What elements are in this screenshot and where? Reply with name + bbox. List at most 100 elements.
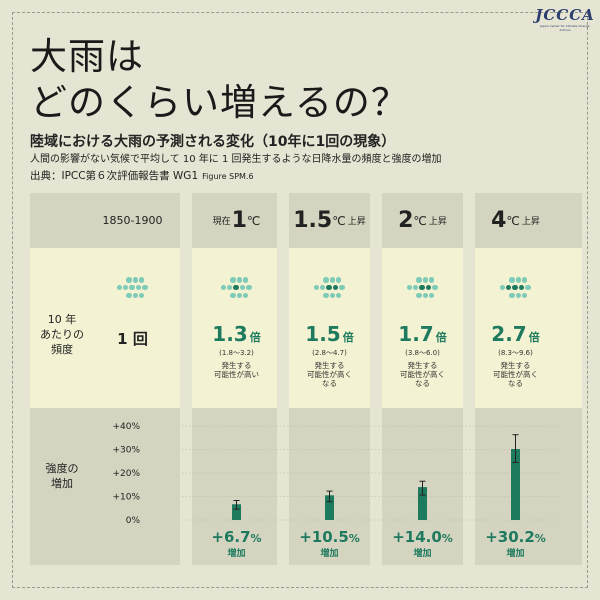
rain-dot [138, 292, 145, 299]
frequency-label-line: あたりの [40, 328, 84, 341]
frequency-range: (8.3〜9.6) [498, 349, 533, 357]
header-unit: ℃ [506, 213, 520, 228]
intensity-band [30, 408, 582, 565]
rain-dot [313, 284, 319, 291]
rain-dot [432, 284, 438, 291]
page-frame [12, 12, 588, 588]
header-temperature: 4 [491, 208, 507, 233]
intensity-unit: % [348, 532, 360, 545]
intensity-label-line: 増加 [51, 477, 73, 490]
likelihood-note-line: 可能性が高く [493, 370, 538, 379]
rain-dots-icon [499, 277, 532, 307]
likelihood-note: 発生する 可能性が高い [196, 361, 277, 379]
jccca-logo: JCCCA Japan Center for Climate Change Ac… [535, 6, 595, 32]
rain-dot [515, 292, 521, 299]
rain-dot [428, 277, 435, 283]
intensity-value: +10.5 [299, 528, 349, 546]
header-suffix: 上昇 [347, 217, 366, 227]
frequency-multiplier: 1.5 倍 [289, 322, 370, 346]
rain-dot [335, 277, 342, 283]
likelihood-note-line: なる [415, 379, 430, 388]
page-title: 大雨は どのくらい増えるの？ [30, 34, 409, 126]
y-tick-label: 0% [126, 516, 141, 526]
header-band [30, 193, 582, 248]
frequency-multiplier: 1.7 倍 [382, 322, 463, 346]
rain-dot [339, 284, 345, 291]
likelihood-note-line: 発生する [407, 361, 438, 370]
rain-dot [335, 292, 342, 299]
rain-dot [416, 277, 422, 283]
rain-dot [239, 284, 246, 291]
rain-dot [135, 284, 142, 291]
rain-dot [422, 277, 428, 283]
rain-dot [509, 292, 515, 299]
rain-dot [142, 284, 148, 291]
column-header: 1.5 ℃ 上昇 [289, 193, 370, 248]
rain-dot [419, 284, 425, 291]
likelihood-note-line: なる [322, 379, 337, 388]
frequency-unit: 倍 [249, 331, 261, 344]
subtitle: 陸域における大雨の予測される変化（10年に1回の現象） [30, 134, 396, 150]
likelihood-note-line: 発生する [314, 361, 345, 370]
source-figure: Figure SPM.6 [202, 172, 254, 181]
header-temperature: 1.5 [293, 208, 333, 233]
header-suffix: 上昇 [521, 217, 540, 227]
rain-dot [425, 284, 432, 291]
rain-dot [332, 284, 339, 291]
frequency-label-line: 10 年 [47, 313, 77, 326]
intensity-value: +6.7 [211, 528, 251, 546]
likelihood-note-line: 発生する [500, 361, 531, 370]
rain-dots-icon [220, 277, 253, 307]
intensity-percent: +30.2% [469, 527, 562, 546]
frequency-value: 1.3 [212, 322, 248, 346]
frequency-unit: 倍 [528, 331, 540, 344]
rain-dot [230, 277, 236, 283]
rain-dot [236, 277, 242, 283]
intensity-bar [511, 449, 520, 520]
intensity-unit: % [534, 532, 546, 545]
header-temperature: 2 [398, 208, 414, 233]
rain-dot [242, 292, 249, 299]
rain-dot [323, 277, 329, 283]
header-unit: ℃ [413, 213, 427, 228]
header-temperature: 1 [231, 208, 247, 233]
rain-dot [233, 284, 239, 291]
intensity-bar [418, 487, 427, 520]
rain-dot [509, 277, 515, 283]
rain-dot [518, 284, 525, 291]
column-header: 2 ℃ 上昇 [382, 193, 463, 248]
frequency-value: 1.5 [305, 322, 341, 346]
frequency-range: (3.8〜6.0) [405, 349, 440, 357]
source-text: 出典：IPCC第６次評価報告書 WG1 [30, 170, 199, 182]
column-header: 4 ℃ 上昇 [475, 193, 556, 248]
rain-dot [242, 277, 249, 283]
y-tick-label: +40% [112, 422, 140, 432]
rain-dot [515, 277, 521, 283]
frequency-unit: 倍 [342, 331, 354, 344]
frequency-value: 1.7 [398, 322, 434, 346]
rain-dot [220, 284, 226, 291]
logo-subtext: Japan Center for Climate Change Actions [540, 24, 590, 32]
intensity-percent: +14.0% [376, 527, 469, 546]
rain-dot [246, 284, 252, 291]
column-header: 現在 1 ℃ [196, 193, 277, 248]
rain-dot [226, 284, 233, 291]
header-unit: ℃ [332, 213, 346, 228]
likelihood-note-line: 可能性が高く [307, 370, 352, 379]
source-line: 出典：IPCC第６次評価報告書 WG1 Figure SPM.6 [30, 168, 254, 183]
y-tick-label: +30% [112, 446, 140, 456]
rain-dots-icon [116, 277, 149, 307]
title-line-2: どのくらい増えるの？ [30, 81, 409, 124]
frequency-base-value: 1 回 [117, 330, 148, 348]
intensity-value: +14.0 [392, 528, 442, 546]
header-unit: ℃ [246, 213, 261, 228]
intensity-row-label: 強度の 増加 [28, 461, 96, 491]
rain-dot [126, 277, 132, 283]
frequency-unit: 倍 [435, 331, 447, 344]
y-tick-label: +20% [112, 469, 140, 479]
rain-dot [525, 284, 531, 291]
title-line-1: 大雨は [30, 35, 144, 78]
rain-dot [326, 284, 332, 291]
frequency-label-line: 頻度 [51, 343, 73, 356]
